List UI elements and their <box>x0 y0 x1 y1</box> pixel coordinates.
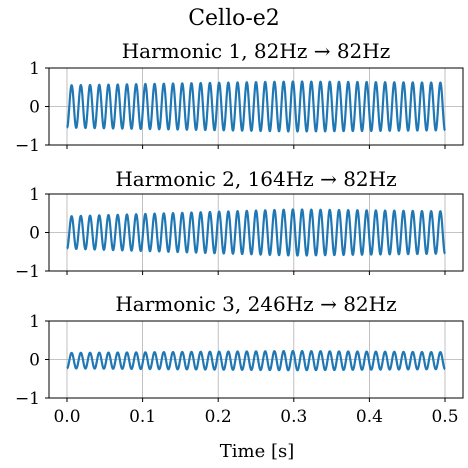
subplot-2: −1 0 1 Harmonic 2, 164Hz → 82Hz <box>15 167 464 282</box>
x-tick-label: 0.3 <box>280 407 307 427</box>
y-tick-label: 1 <box>29 312 40 332</box>
subplot-title: Harmonic 3, 246Hz → 82Hz <box>115 292 396 316</box>
waveform-line <box>66 208 446 257</box>
y-tick-label: 0 <box>29 98 40 118</box>
x-tick-label: 0.5 <box>431 407 458 427</box>
y-tick-label: 1 <box>29 59 40 79</box>
x-tick-label: 0.2 <box>205 407 232 427</box>
x-tick-label: 0.4 <box>356 407 383 427</box>
waveform-line <box>66 80 446 133</box>
y-tick-label: 1 <box>29 185 40 205</box>
subplot-3: 0.0 0.1 0.2 0.3 0.4 0.5 −1 0 1 Harmonic 3, 246Hz … <box>15 292 464 427</box>
x-tick-label: 0.1 <box>129 407 156 427</box>
subplot-1: −1 0 1 Harmonic 1, 82Hz → 82Hz <box>15 39 464 156</box>
y-tick-label: −1 <box>15 136 40 156</box>
y-tick-label: 0 <box>29 351 40 371</box>
subplot-title: Harmonic 1, 82Hz → 82Hz <box>122 39 391 63</box>
x-tick-label: 0.0 <box>53 407 80 427</box>
subplot-title: Harmonic 2, 164Hz → 82Hz <box>115 167 396 191</box>
x-axis-label: Time [s] <box>220 441 295 462</box>
y-tick-label: −1 <box>15 262 40 282</box>
waveform-line <box>66 349 446 372</box>
y-tick-label: −1 <box>15 389 40 409</box>
figure-title: Cello-e2 <box>188 6 280 31</box>
y-tick-label: 0 <box>29 224 40 244</box>
